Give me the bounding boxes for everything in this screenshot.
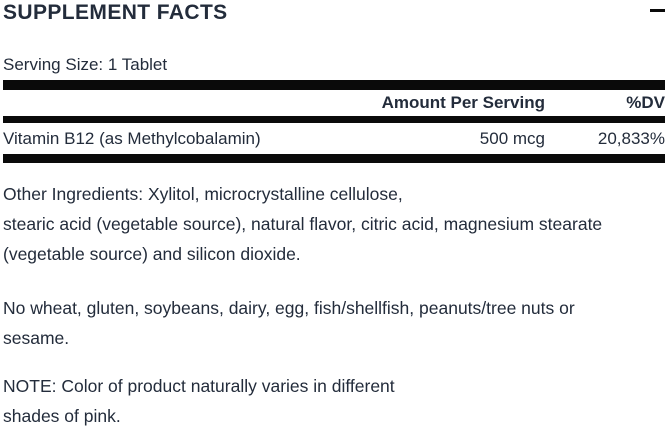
collapse-minus-icon[interactable]: [650, 9, 665, 12]
note-paragraph: NOTE: Color of product naturally varies …: [3, 371, 665, 428]
allergen-statement-line: No wheat, gluten, soybeans, dairy, egg, …: [3, 298, 575, 318]
nutrient-amount: 500 mcg: [479, 128, 545, 148]
note-line: shades of pink.: [3, 406, 121, 426]
table-header-amount: Amount Per Serving: [381, 93, 545, 112]
table-row: Vitamin B12 (as Methylcobalamin) 500 mcg…: [3, 123, 665, 154]
other-ingredients-line: Other Ingredients: Xylitol, microcrystal…: [3, 184, 403, 204]
table-header-dv: %DV: [626, 93, 665, 112]
serving-size: Serving Size: 1 Tablet: [3, 55, 168, 74]
allergen-statement-line: sesame.: [3, 328, 70, 348]
nutrient-name: Vitamin B12 (as Methylcobalamin): [3, 128, 261, 148]
table-bottom-rule: [3, 154, 665, 163]
note-line: NOTE: Color of product naturally varies …: [3, 376, 395, 396]
other-ingredients-line: (vegetable source) and silicon dioxide.: [3, 244, 301, 264]
other-ingredients-paragraph: Other Ingredients: Xylitol, microcrystal…: [3, 179, 665, 269]
section-title: SUPPLEMENT FACTS: [3, 1, 228, 24]
nutrient-dv: 20,833%: [597, 128, 665, 148]
allergen-statement-paragraph: No wheat, gluten, soybeans, dairy, egg, …: [3, 293, 665, 353]
accordion-header: SUPPLEMENT FACTS: [3, 2, 665, 26]
table-mid-rule: [3, 116, 665, 123]
other-ingredients-line: stearic acid (vegetable source), natural…: [3, 214, 603, 234]
table-header-row: Amount Per Serving %DV: [3, 90, 665, 116]
table-top-rule: [3, 80, 665, 90]
